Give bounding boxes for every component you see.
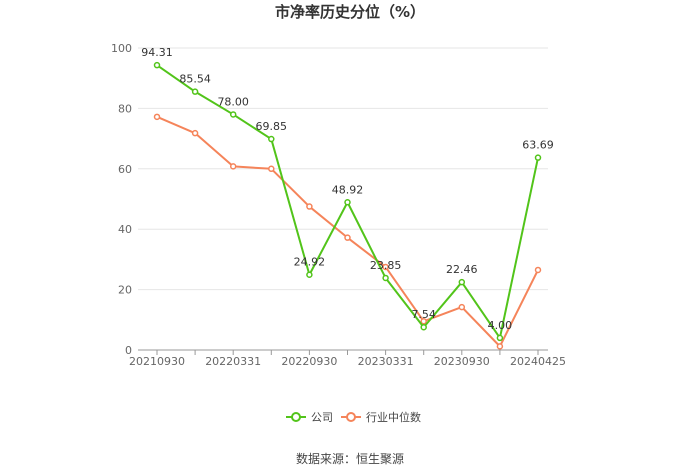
series-line-industry-median: [156, 115, 539, 348]
legend-marker-company: [291, 412, 301, 422]
data-point-industry-median: [268, 165, 275, 173]
y-tick-label: 100: [111, 42, 132, 55]
legend: 公司 行业中位数: [286, 410, 421, 424]
data-label-company: 94.31: [141, 46, 173, 59]
legend-marker-industry-median: [346, 412, 356, 422]
y-tick-label: 80: [118, 102, 132, 115]
data-point-industry-median: [496, 343, 504, 350]
data-label-company: 22.46: [446, 263, 478, 276]
data-point-company: [268, 135, 275, 143]
data-point-industry-median: [344, 234, 351, 241]
data-labels: 94.31 85.54 78.00 69.85 24.92 48.92 23.85 7.54 2…: [141, 46, 554, 332]
data-label-company: 48.92: [332, 183, 364, 196]
data-point-industry-median: [153, 113, 161, 121]
y-axis: 0 20 40 60 80 100: [111, 42, 132, 357]
data-label-company: 23.85: [370, 259, 402, 272]
legend-label-industry-median: 行业中位数: [366, 410, 421, 424]
legend-item-company[interactable]: 公司: [286, 411, 333, 424]
data-point-industry-median: [534, 266, 542, 274]
data-label-company: 85.54: [179, 73, 211, 86]
chart-title: 市净率历史分位（%）: [275, 3, 425, 21]
data-point-company: [344, 199, 351, 206]
x-tick-label: 20240425: [510, 355, 566, 368]
data-label-company: 7.54: [411, 308, 436, 321]
legend-label-company: 公司: [311, 411, 333, 424]
grid: [138, 47, 548, 291]
legend-item-industry-median[interactable]: 行业中位数: [341, 410, 421, 424]
y-tick-label: 40: [118, 223, 132, 236]
series-layer: [153, 61, 542, 350]
x-tick-label: 20210930: [129, 355, 185, 368]
data-point-company: [306, 271, 313, 278]
data-point-company: [191, 88, 199, 95]
data-point-industry-median: [420, 318, 427, 325]
data-point-industry-median: [382, 263, 389, 271]
data-label-company: 63.69: [522, 139, 554, 152]
x-tick-label: 20220930: [281, 355, 337, 368]
y-tick-label: 60: [118, 163, 132, 176]
source-note: 数据来源：恒生聚源: [296, 451, 404, 466]
data-point-industry-median: [229, 163, 237, 170]
data-point-company: [420, 323, 427, 331]
y-tick-label: 20: [118, 284, 132, 297]
x-tick-label: 20220331: [205, 355, 261, 368]
data-point-company: [458, 278, 466, 286]
x-axis: 20210930 20220331 20220930 20230331 20230930…: [129, 349, 566, 368]
data-point-industry-median: [458, 303, 466, 311]
data-point-industry-median: [191, 129, 199, 137]
data-point-company: [496, 334, 504, 342]
data-point-company: [382, 274, 389, 282]
data-point-company: [229, 111, 237, 118]
data-label-company: 24.92: [294, 256, 326, 269]
x-tick-label: 20230331: [358, 355, 414, 368]
data-point-company: [153, 61, 161, 69]
data-point-company: [534, 154, 542, 161]
data-point-industry-median: [306, 203, 313, 210]
data-label-company: 4.00: [488, 319, 513, 332]
y-tick-label: 0: [125, 344, 132, 357]
data-label-company: 69.85: [256, 120, 288, 133]
x-tick-label: 20230930: [434, 355, 490, 368]
data-label-company: 78.00: [217, 95, 249, 108]
